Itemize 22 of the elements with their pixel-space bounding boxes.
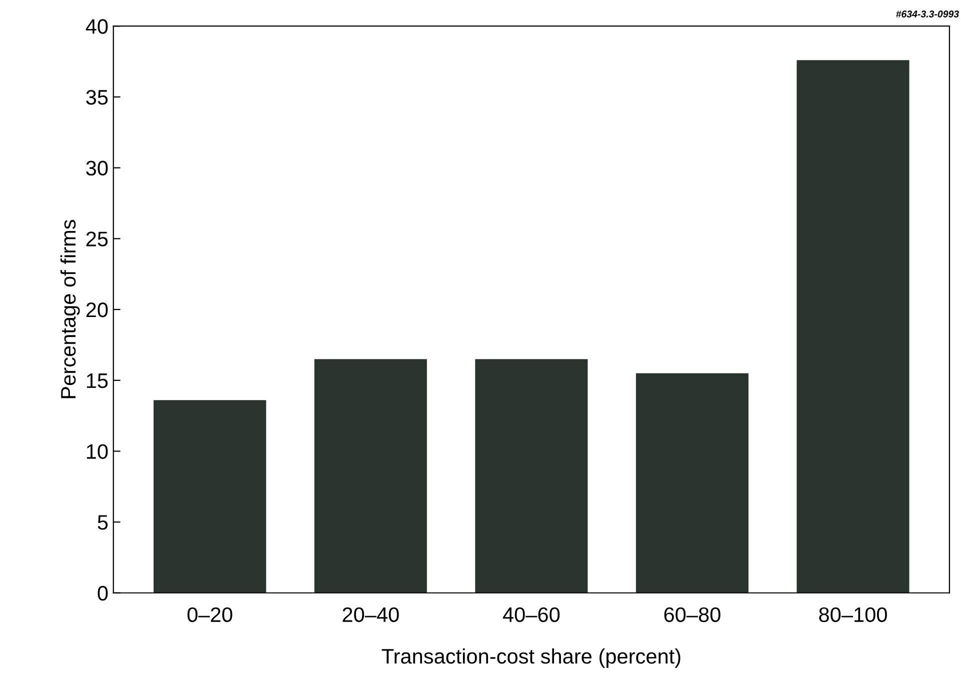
text: #634-3.3-0993 [896, 10, 959, 18]
y-tick-label: 35 [86, 90, 108, 105]
y-tick-label: 25 [86, 232, 108, 246]
x-tick-label: 20–40 [342, 607, 399, 622]
bar [636, 373, 748, 593]
y-tick-label: 5 [98, 515, 108, 530]
y-axis-title: Percentage of firms [60, 220, 80, 398]
x-axis-title: Transaction-cost share (percent) [382, 648, 680, 668]
x-tick-label: 80–100 [819, 607, 887, 622]
bar [475, 359, 588, 593]
y-tick-label: 30 [86, 160, 108, 176]
y-tick-label: 15 [86, 374, 108, 388]
y-tick-label: 40 [86, 19, 108, 34]
y-tick-label: 20 [86, 302, 108, 318]
bar [314, 359, 427, 593]
bar [154, 400, 266, 593]
y-tick-label: 10 [86, 444, 108, 459]
x-tick-label: 0–20 [188, 607, 232, 622]
x-tick-label: 40–60 [502, 607, 560, 622]
x-tick-label: 60–80 [664, 607, 720, 622]
y-tick-label: 0 [98, 586, 108, 601]
bar [796, 60, 910, 593]
